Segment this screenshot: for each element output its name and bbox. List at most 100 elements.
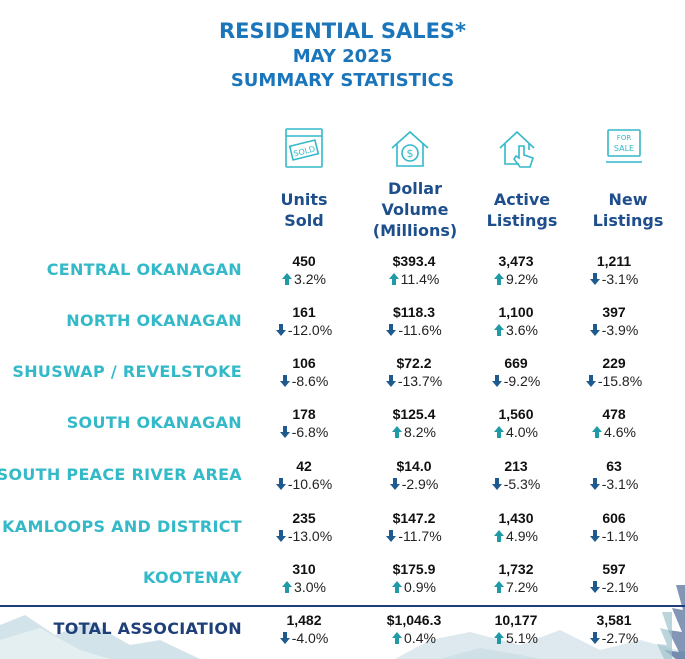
arrow-down-icon bbox=[589, 324, 600, 336]
percent-change-text: 4.9% bbox=[506, 528, 538, 544]
percent-change: -3.9% bbox=[559, 321, 669, 339]
arrow-down-icon bbox=[589, 273, 600, 285]
house-dollar-icon: $ bbox=[388, 126, 432, 170]
arrow-down-icon bbox=[386, 324, 397, 336]
stat-value: $147.2 bbox=[392, 510, 436, 526]
percent-change-text: 3.0% bbox=[294, 579, 326, 595]
cell-units-sold: 42 -10.6% bbox=[249, 457, 359, 493]
title-subtitle: SUMMARY STATISTICS bbox=[230, 70, 455, 91]
stat-value: 1,482 bbox=[286, 612, 322, 628]
column-header-line: Listings bbox=[592, 211, 664, 230]
arrow-down-icon bbox=[275, 324, 286, 336]
stat-value: 397 bbox=[602, 304, 626, 320]
arrow-down-icon bbox=[386, 530, 397, 542]
percent-change-text: -15.8% bbox=[597, 373, 643, 389]
percent-change-text: 4.0% bbox=[506, 424, 538, 440]
cell-new-listings: 478 4.6% bbox=[559, 405, 669, 441]
stat-value: $118.3 bbox=[392, 304, 436, 320]
stat-value: 42 bbox=[296, 458, 312, 474]
percent-change-text: -12.0% bbox=[287, 322, 333, 338]
percent-change: -1.1% bbox=[559, 527, 669, 545]
arrow-up-icon bbox=[494, 273, 505, 285]
stat-value: $125.4 bbox=[392, 406, 436, 422]
cell-new-listings: 1,211 -3.1% bbox=[559, 252, 669, 288]
percent-change: -13.7% bbox=[359, 372, 469, 390]
stat-value: 235 bbox=[292, 510, 316, 526]
stat-value: 606 bbox=[602, 510, 626, 526]
percent-change-text: -4.0% bbox=[291, 630, 329, 646]
stat-value: $14.0 bbox=[396, 458, 432, 474]
arrow-down-icon bbox=[279, 426, 290, 438]
percent-change-text: 3.2% bbox=[294, 271, 326, 287]
arrow-down-icon bbox=[585, 375, 596, 387]
cell-dollar-volume: $1,046.3 0.4% bbox=[359, 611, 469, 647]
stat-value: 450 bbox=[292, 253, 316, 269]
percent-change-text: -13.0% bbox=[287, 528, 333, 544]
column-header-dollar-volume: Dollar Volume (Millions) bbox=[365, 178, 465, 241]
percent-change: 4.0% bbox=[461, 423, 571, 441]
arrow-up-icon bbox=[388, 273, 399, 285]
percent-change-text: 4.6% bbox=[604, 424, 636, 440]
percent-change: -3.1% bbox=[559, 475, 669, 493]
percent-change: 4.9% bbox=[461, 527, 571, 545]
column-header-active-listings: Active Listings bbox=[477, 189, 567, 231]
arrow-up-icon bbox=[392, 426, 403, 438]
title-month: MAY 2025 bbox=[292, 46, 393, 67]
region-label: SHUSWAP / REVELSTOKE bbox=[12, 362, 242, 381]
cell-active-listings: 3,473 9.2% bbox=[461, 252, 571, 288]
arrow-up-icon bbox=[494, 581, 505, 593]
percent-change: -6.8% bbox=[249, 423, 359, 441]
percent-change-text: -8.6% bbox=[291, 373, 329, 389]
percent-change-text: -3.1% bbox=[601, 476, 639, 492]
cell-active-listings: 10,177 5.1% bbox=[461, 611, 571, 647]
cell-units-sold: 450 3.2% bbox=[249, 252, 359, 288]
cell-active-listings: 1,100 3.6% bbox=[461, 303, 571, 339]
percent-change: -8.6% bbox=[249, 372, 359, 390]
stat-value: 10,177 bbox=[494, 612, 538, 628]
arrow-down-icon bbox=[279, 375, 290, 387]
svg-text:SALE: SALE bbox=[614, 144, 634, 153]
percent-change: -13.0% bbox=[249, 527, 359, 545]
arrow-up-icon bbox=[494, 426, 505, 438]
arrow-up-icon bbox=[392, 581, 403, 593]
total-divider bbox=[0, 605, 685, 607]
column-header-line: (Millions) bbox=[372, 221, 458, 240]
house-pointer-icon bbox=[497, 126, 541, 170]
percent-change: -11.7% bbox=[359, 527, 469, 545]
region-label: SOUTH PEACE RIVER AREA bbox=[0, 465, 242, 484]
arrow-down-icon bbox=[589, 632, 600, 644]
stat-value: 229 bbox=[602, 355, 626, 371]
cell-dollar-volume: $175.9 0.9% bbox=[359, 560, 469, 596]
percent-change: 3.0% bbox=[249, 578, 359, 596]
percent-change-text: -2.9% bbox=[401, 476, 439, 492]
stat-value: 1,211 bbox=[596, 253, 632, 269]
stat-value: 597 bbox=[602, 561, 626, 577]
region-label: NORTH OKANAGAN bbox=[66, 311, 242, 330]
percent-change: -9.2% bbox=[461, 372, 571, 390]
arrow-down-icon bbox=[275, 530, 286, 542]
percent-change-text: 7.2% bbox=[506, 579, 538, 595]
stat-value: 3,581 bbox=[596, 612, 632, 628]
arrow-down-icon bbox=[491, 478, 502, 490]
percent-change-text: -10.6% bbox=[287, 476, 333, 492]
percent-change-text: -2.7% bbox=[601, 630, 639, 646]
arrow-up-icon bbox=[494, 324, 505, 336]
cell-active-listings: 669 -9.2% bbox=[461, 354, 571, 390]
cell-units-sold: 235 -13.0% bbox=[249, 509, 359, 545]
title-main: RESIDENTIAL SALES* bbox=[218, 19, 467, 43]
cell-dollar-volume: $118.3 -11.6% bbox=[359, 303, 469, 339]
stat-value: 1,430 bbox=[498, 510, 534, 526]
percent-change: 4.6% bbox=[559, 423, 669, 441]
column-header-line: Volume bbox=[381, 200, 449, 219]
percent-change: 8.2% bbox=[359, 423, 469, 441]
cell-dollar-volume: $147.2 -11.7% bbox=[359, 509, 469, 545]
arrow-down-icon bbox=[279, 632, 290, 644]
arrow-up-icon bbox=[494, 632, 505, 644]
percent-change-text: -3.9% bbox=[601, 322, 639, 338]
percent-change-text: 11.4% bbox=[400, 271, 440, 287]
percent-change: -11.6% bbox=[359, 321, 469, 339]
total-row-label: TOTAL ASSOCIATION bbox=[53, 619, 242, 638]
percent-change-text: -1.1% bbox=[601, 528, 639, 544]
column-header-units-sold: Units Sold bbox=[269, 189, 339, 231]
cell-active-listings: 213 -5.3% bbox=[461, 457, 571, 493]
